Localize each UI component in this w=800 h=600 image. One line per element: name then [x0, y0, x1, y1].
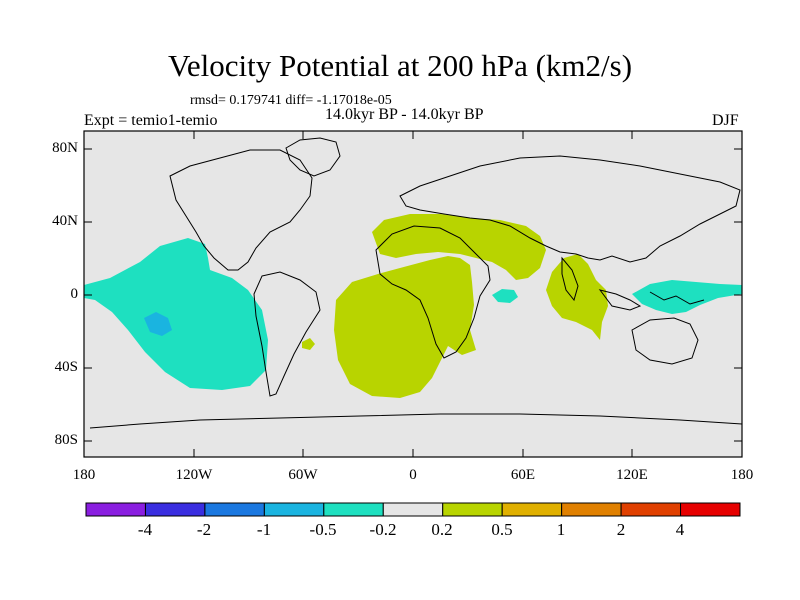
colorbar-label: -4 [137, 520, 153, 539]
x-label-180w: 180 [72, 467, 96, 483]
colorbar-label: -2 [196, 520, 212, 539]
y-label-40n: 40N [52, 213, 78, 229]
colorbar-label: -1 [256, 520, 272, 539]
experiment-label: Expt = temio1-temio [84, 112, 218, 129]
y-label-40s: 40S [54, 359, 78, 375]
y-label-80n: 80N [52, 140, 78, 156]
plot-title: Velocity Potential at 200 hPa (km2/s) [167, 48, 633, 83]
colorbar-label: 0.5 [491, 520, 513, 539]
season-label: DJF [712, 112, 739, 129]
colorbar-swatch [204, 502, 265, 517]
colorbar-swatch [620, 502, 682, 517]
coastlines [89, 137, 742, 429]
x-label-180e: 180 [730, 467, 754, 483]
region-east-pacific-negative [84, 238, 268, 390]
colorbar-swatch [442, 502, 503, 517]
colorbar-label: 0.2 [431, 520, 453, 539]
region-central-pacific-core [144, 312, 172, 336]
colorbar-swatch [144, 502, 206, 517]
colorbar-swatch [85, 502, 146, 517]
x-label-60e: 60E [510, 467, 536, 483]
colorbar-swatch [680, 502, 741, 517]
colorbar-label: 2 [616, 520, 626, 539]
x-label-120e: 120E [616, 467, 648, 483]
colorbar-swatch [501, 502, 563, 517]
period-label: 14.0kyr BP - 14.0kyr BP [325, 106, 484, 123]
region-africa-mideast-positive [372, 214, 546, 280]
region-west-pacific-negative [632, 280, 742, 314]
x-label-60w: 60W [288, 467, 318, 483]
colorbar-label: 1 [556, 520, 566, 539]
colorbar-swatch [561, 502, 622, 517]
colorbar-swatch [263, 502, 325, 517]
colorbar-label: 4 [675, 520, 685, 539]
region-south-atlantic-small [302, 338, 315, 350]
x-label-120w: 120W [175, 467, 213, 483]
stats-label: rmsd= 0.179741 diff= -1.17018e-05 [190, 93, 392, 108]
axis-ticks [83, 131, 743, 457]
colorbar-swatch [323, 502, 384, 517]
region-indian-ocean-positive [546, 254, 608, 340]
colorbar-label: -0.5 [309, 520, 337, 539]
colorbar [85, 502, 741, 517]
x-label-0: 0 [409, 467, 417, 483]
region-atlantic-africa-positive [334, 256, 476, 398]
region-indian-ocean-negative [492, 289, 518, 303]
y-label-80s: 80S [54, 432, 78, 448]
colorbar-label: -0.2 [369, 520, 397, 539]
colorbar-swatch [382, 502, 444, 517]
y-label-0: 0 [70, 286, 79, 302]
